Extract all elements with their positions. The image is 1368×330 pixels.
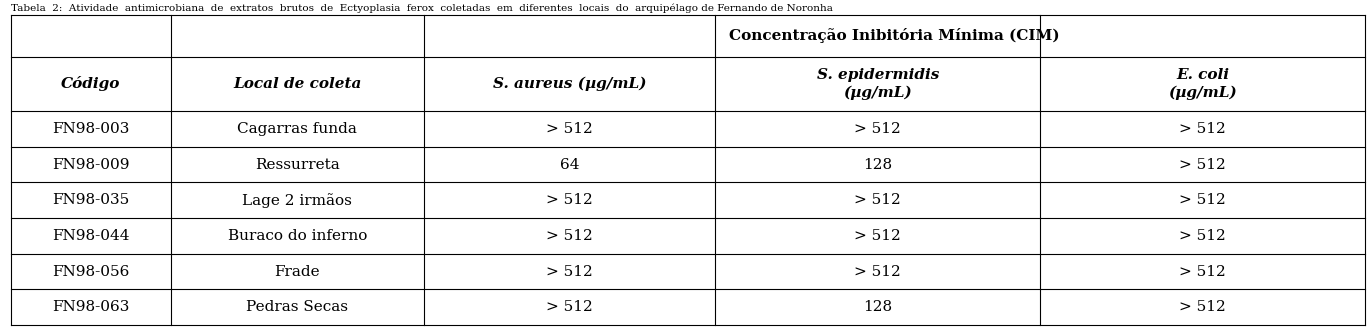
- Text: > 512: > 512: [546, 193, 592, 207]
- Text: Código: Código: [62, 76, 120, 91]
- Text: Buraco do inferno: Buraco do inferno: [227, 229, 367, 243]
- Text: Tabela  2:  Atividade  antimicrobiana  de  extratos  brutos  de  Ectyoplasia  fe: Tabela 2: Atividade antimicrobiana de ex…: [11, 3, 833, 13]
- Text: FN98-063: FN98-063: [52, 300, 130, 314]
- Text: > 512: > 512: [855, 122, 902, 136]
- Text: > 512: > 512: [546, 229, 592, 243]
- Text: > 512: > 512: [855, 265, 902, 279]
- Text: Ressurreta: Ressurreta: [254, 157, 339, 172]
- Text: > 512: > 512: [855, 193, 902, 207]
- Text: Cagarras funda: Cagarras funda: [238, 122, 357, 136]
- Text: > 512: > 512: [1179, 122, 1226, 136]
- Text: > 512: > 512: [1179, 193, 1226, 207]
- Text: Concentração Inibitória Mínima (CIM): Concentração Inibitória Mínima (CIM): [729, 28, 1060, 43]
- Text: Pedras Secas: Pedras Secas: [246, 300, 349, 314]
- Text: > 512: > 512: [855, 229, 902, 243]
- Text: Local de coleta: Local de coleta: [233, 77, 361, 91]
- Text: Lage 2 irmãos: Lage 2 irmãos: [242, 193, 353, 208]
- Text: E. coli
(µg/mL): E. coli (µg/mL): [1168, 68, 1237, 100]
- Text: > 512: > 512: [1179, 300, 1226, 314]
- Text: FN98-003: FN98-003: [52, 122, 130, 136]
- Text: S. epidermidis
(µg/mL): S. epidermidis (µg/mL): [817, 68, 938, 100]
- Text: S. aureus (µg/mL): S. aureus (µg/mL): [492, 77, 646, 91]
- Text: > 512: > 512: [546, 300, 592, 314]
- Text: > 512: > 512: [546, 265, 592, 279]
- Text: > 512: > 512: [1179, 157, 1226, 172]
- Text: 128: 128: [863, 300, 892, 314]
- Text: FN98-035: FN98-035: [52, 193, 130, 207]
- Text: FN98-009: FN98-009: [52, 157, 130, 172]
- Text: FN98-044: FN98-044: [52, 229, 130, 243]
- Text: > 512: > 512: [1179, 265, 1226, 279]
- Text: 128: 128: [863, 157, 892, 172]
- Text: Frade: Frade: [275, 265, 320, 279]
- Text: > 512: > 512: [546, 122, 592, 136]
- Text: 64: 64: [560, 157, 580, 172]
- Text: FN98-056: FN98-056: [52, 265, 130, 279]
- Text: > 512: > 512: [1179, 229, 1226, 243]
